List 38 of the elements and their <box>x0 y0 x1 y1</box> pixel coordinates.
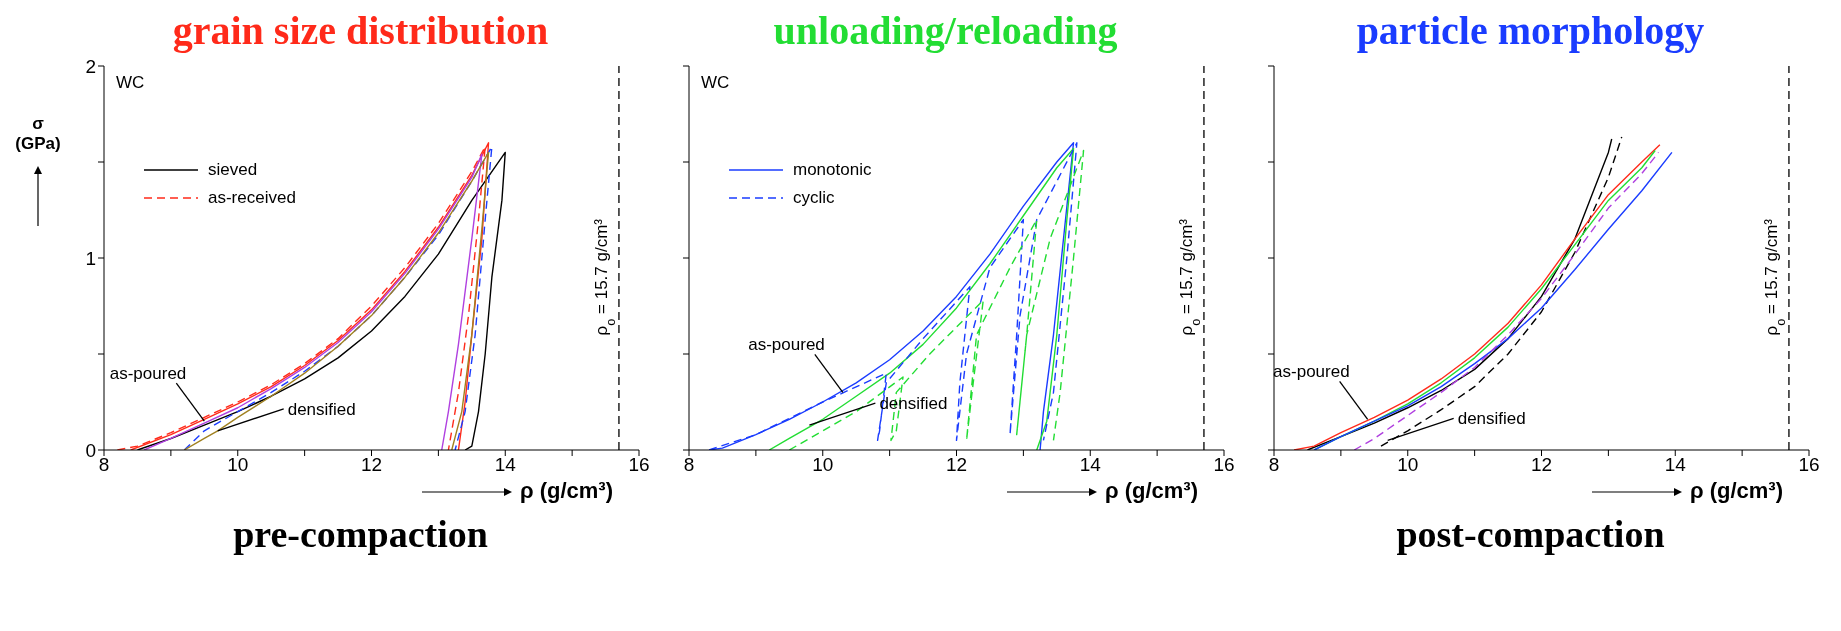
x-tick-label: 14 <box>494 454 517 476</box>
chart-title: grain size distribution <box>171 8 550 54</box>
x-tick-label: 16 <box>628 454 650 476</box>
y-tick-label: 0 <box>85 439 96 461</box>
y-tick-label: 2 <box>85 55 96 77</box>
annotation: as-poured <box>1273 362 1350 382</box>
x-axis-title: ρ (g/cm³) <box>1688 478 1784 504</box>
legend-label: sieved <box>208 160 258 180</box>
annotation: densified <box>1457 409 1526 429</box>
chart-title: particle morphology <box>1355 8 1706 54</box>
x-tick-label: 12 <box>360 454 383 476</box>
x-tick-label: 12 <box>945 454 968 476</box>
x-tick-label: 8 <box>98 454 110 476</box>
y-axis-title: σ (GPa) <box>14 114 62 154</box>
x-tick-label: 8 <box>1268 454 1280 476</box>
legend-label: monotonic <box>793 160 872 180</box>
x-tick-label: 12 <box>1530 454 1553 476</box>
x-tick-label: 10 <box>812 454 834 476</box>
x-tick-label: 16 <box>1798 454 1820 476</box>
text: pre-compaction <box>233 513 488 555</box>
annotation: as-poured <box>109 364 187 384</box>
x-tick-label: 10 <box>1397 454 1419 476</box>
x-axis-title: ρ (g/cm³) <box>518 478 614 504</box>
annotation: as-poured <box>748 335 825 355</box>
legend-label: as-received <box>208 188 296 208</box>
annotation: WC <box>116 73 145 92</box>
annotation: densified <box>287 399 356 419</box>
x-tick-label: 10 <box>227 454 249 476</box>
x-axis-title: ρ (g/cm³) <box>1103 478 1199 504</box>
annotation: WC <box>701 73 730 92</box>
y-tick-label: 1 <box>85 247 96 269</box>
legend-label: cyclic <box>793 188 835 208</box>
x-tick-label: 8 <box>683 454 695 476</box>
x-tick-label: 14 <box>1664 454 1687 476</box>
x-tick-label: 16 <box>1213 454 1235 476</box>
chart-title: unloading/reloading <box>772 8 1119 54</box>
x-tick-label: 14 <box>1079 454 1102 476</box>
text: post-compaction <box>1396 513 1665 555</box>
